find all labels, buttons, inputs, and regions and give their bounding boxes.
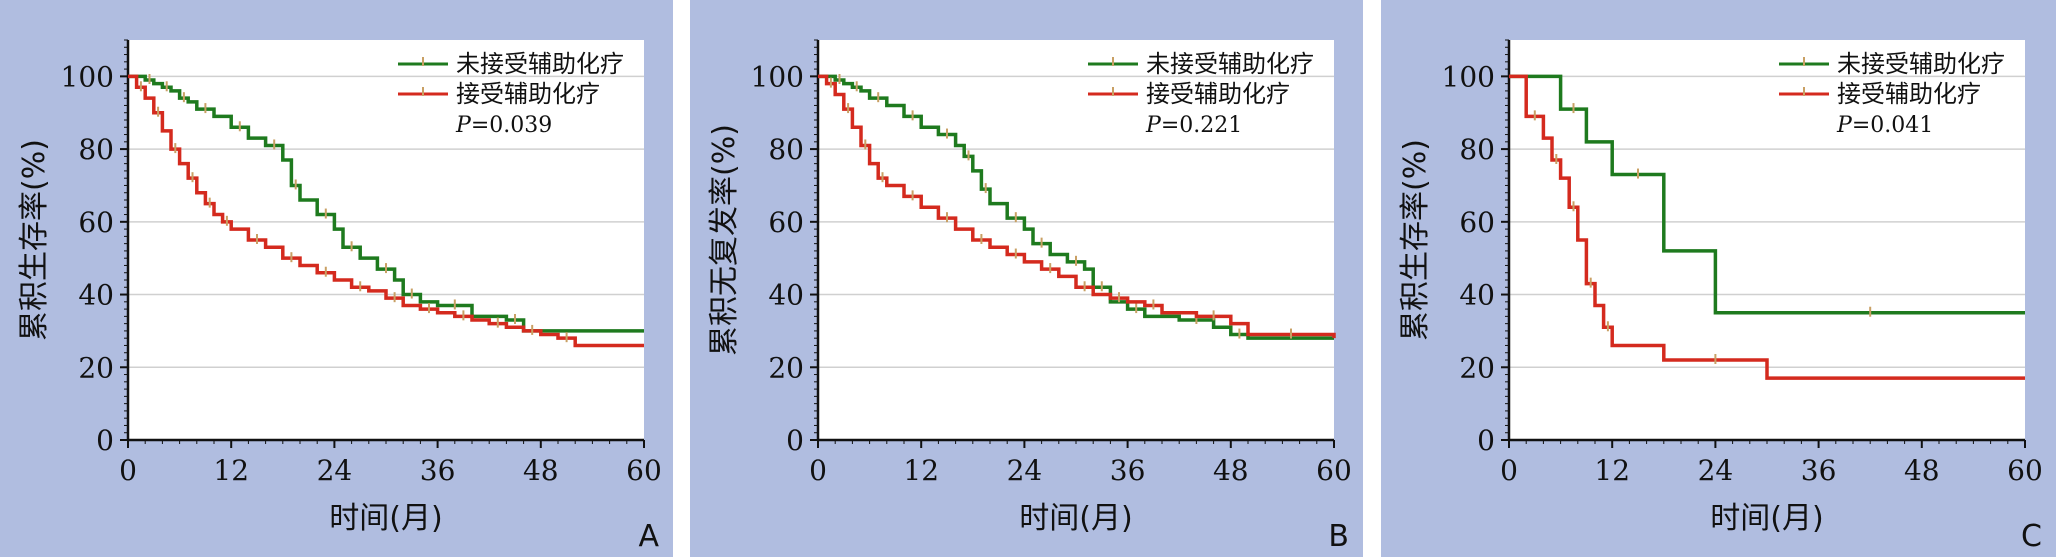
p-value-label: P (1145, 113, 1162, 138)
x-axis-title: 时间(月) (1019, 501, 1132, 536)
p-value: P=0.039 (455, 113, 552, 138)
x-tick-label: 0 (1500, 454, 1518, 487)
p-value-label: P (455, 113, 472, 138)
y-tick-label: 80 (78, 133, 114, 166)
series-group (1509, 74, 2025, 380)
y-tick-label: 100 (61, 60, 114, 93)
y-tick-label: 20 (1459, 351, 1495, 384)
x-tick-label: 36 (1110, 454, 1146, 487)
p-value: P=0.041 (1836, 113, 1933, 138)
y-tick-label: 60 (768, 206, 804, 239)
x-tick-label: 24 (1698, 454, 1734, 487)
y-tick-label: 40 (78, 279, 114, 312)
x-tick-label: 60 (2007, 454, 2043, 487)
plot-area (128, 40, 644, 440)
series-line (818, 74, 1336, 339)
x-tick-label: 12 (1594, 454, 1630, 487)
y-axis-title: 累积无复发率(%) (707, 124, 742, 356)
y-axis-title: 累积生存率(%) (17, 139, 52, 341)
legend-label: 未接受辅助化疗 (456, 50, 624, 78)
legend-label: 未接受辅助化疗 (1146, 50, 1314, 78)
y-tick-label: 60 (1459, 206, 1495, 239)
chart-c-svg: 0 20 40 60 80 100 0 12 24 36 48 60 时间(月) 累积生存率(%) 未接受辅… (1398, 39, 2043, 554)
x-tick-label: 48 (523, 454, 559, 487)
x-tick-label: 60 (1316, 454, 1352, 487)
chart-panel-a: 0 20 40 60 80 100 0 12 24 36 48 60 时间(月) 累积生存率(%) 未接受辅… (0, 0, 673, 557)
y-tick-label: 40 (1459, 279, 1495, 312)
x-tick-label: 0 (809, 454, 827, 487)
x-axis-title: 时间(月) (1710, 501, 1823, 536)
legend-label: 接受辅助化疗 (456, 80, 600, 108)
p-value-text: =0.221 (1161, 113, 1242, 138)
x-tick-label: 36 (1801, 454, 1837, 487)
x-tick-label: 48 (1213, 454, 1249, 487)
series-group (818, 74, 1336, 340)
legend-label: 接受辅助化疗 (1146, 80, 1290, 108)
y-tick-label: 20 (78, 351, 114, 384)
x-tick-label: 24 (1007, 454, 1043, 487)
p-value-label: P (1836, 113, 1853, 138)
chart-panel-c: 0 20 40 60 80 100 0 12 24 36 48 60 时间(月) 累积生存率(%) 未接受辅… (1381, 0, 2056, 557)
legend-label: 未接受辅助化疗 (1837, 50, 2005, 78)
panel-letter: A (638, 519, 659, 554)
y-tick-label: 20 (768, 351, 804, 384)
x-tick-label: 48 (1904, 454, 1940, 487)
series-line (128, 74, 644, 348)
y-tick-label: 40 (768, 279, 804, 312)
x-tick-label: 12 (213, 454, 249, 487)
y-axis-title: 累积生存率(%) (1398, 139, 1433, 341)
chart-b-svg: 0 20 40 60 80 100 0 12 24 36 48 60 时间(月) 累积无复发率(%) 未接受… (707, 39, 1352, 554)
x-tick-label: 60 (626, 454, 662, 487)
y-tick-label: 100 (751, 60, 804, 93)
y-tick-label: 0 (96, 424, 114, 457)
y-tick-label: 80 (1459, 133, 1495, 166)
y-tick-label: 80 (768, 133, 804, 166)
p-value-text: =0.039 (471, 113, 552, 138)
chart-panel-b: 0 20 40 60 80 100 0 12 24 36 48 60 时间(月) 累积无复发率(%) 未接受… (690, 0, 1363, 557)
x-axis-title: 时间(月) (329, 501, 442, 536)
y-tick-label: 0 (1477, 424, 1495, 457)
legend-label: 接受辅助化疗 (1837, 80, 1981, 108)
chart-a-svg: 0 20 40 60 80 100 0 12 24 36 48 60 时间(月) 累积生存率(%) 未接受辅… (17, 39, 662, 554)
y-tick-label: 60 (78, 206, 114, 239)
x-tick-label: 0 (119, 454, 137, 487)
x-tick-label: 24 (317, 454, 353, 487)
y-tick-label: 0 (786, 424, 804, 457)
p-value-text: =0.041 (1852, 113, 1933, 138)
p-value: P=0.221 (1145, 113, 1242, 138)
x-tick-label: 36 (420, 454, 456, 487)
y-tick-label: 100 (1442, 60, 1495, 93)
series-line (818, 74, 1334, 340)
series-group (128, 74, 644, 348)
series-line (1509, 74, 2025, 380)
panel-letter: C (2021, 519, 2042, 554)
series-line (1509, 74, 2025, 315)
x-tick-label: 12 (903, 454, 939, 487)
panel-letter: B (1328, 519, 1349, 554)
